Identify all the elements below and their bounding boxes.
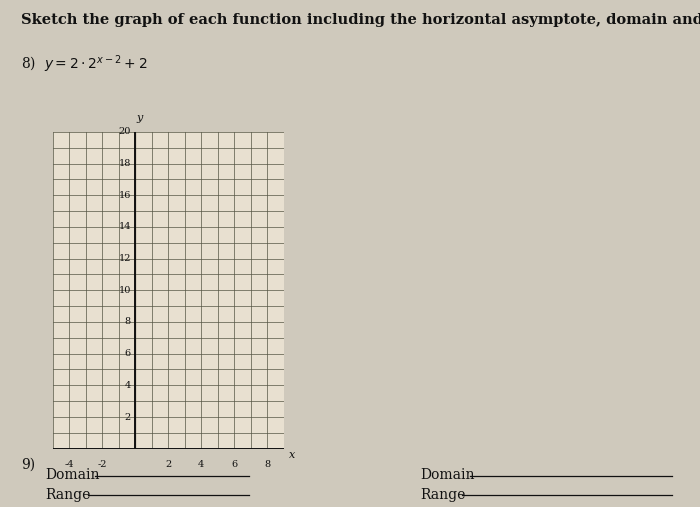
Text: 2: 2 — [125, 413, 131, 421]
Text: -4: -4 — [64, 460, 74, 469]
Text: -2: -2 — [97, 460, 106, 469]
Text: 4: 4 — [198, 460, 204, 469]
Text: 18: 18 — [118, 159, 131, 168]
Text: 8: 8 — [125, 317, 131, 327]
Text: 10: 10 — [118, 286, 131, 295]
Text: Range: Range — [46, 488, 91, 502]
Text: 12: 12 — [118, 254, 131, 263]
Text: x: x — [288, 450, 295, 460]
Text: 6: 6 — [231, 460, 237, 469]
Text: 14: 14 — [118, 223, 131, 231]
Text: 8)  $y = 2 \cdot 2^{x-2} + 2$: 8) $y = 2 \cdot 2^{x-2} + 2$ — [21, 53, 148, 75]
Text: 16: 16 — [118, 191, 131, 200]
Text: y: y — [136, 113, 142, 123]
Text: 8: 8 — [264, 460, 270, 469]
Text: Sketch the graph of each function including the horizontal asymptote, domain and: Sketch the graph of each function includ… — [21, 13, 700, 27]
Text: Domain: Domain — [420, 468, 475, 483]
Text: 2: 2 — [165, 460, 171, 469]
Text: 20: 20 — [118, 127, 131, 136]
Text: 6: 6 — [125, 349, 131, 358]
Text: Range: Range — [420, 488, 466, 502]
Text: Domain: Domain — [46, 468, 100, 483]
Text: 9): 9) — [21, 457, 35, 472]
Text: 4: 4 — [125, 381, 131, 390]
